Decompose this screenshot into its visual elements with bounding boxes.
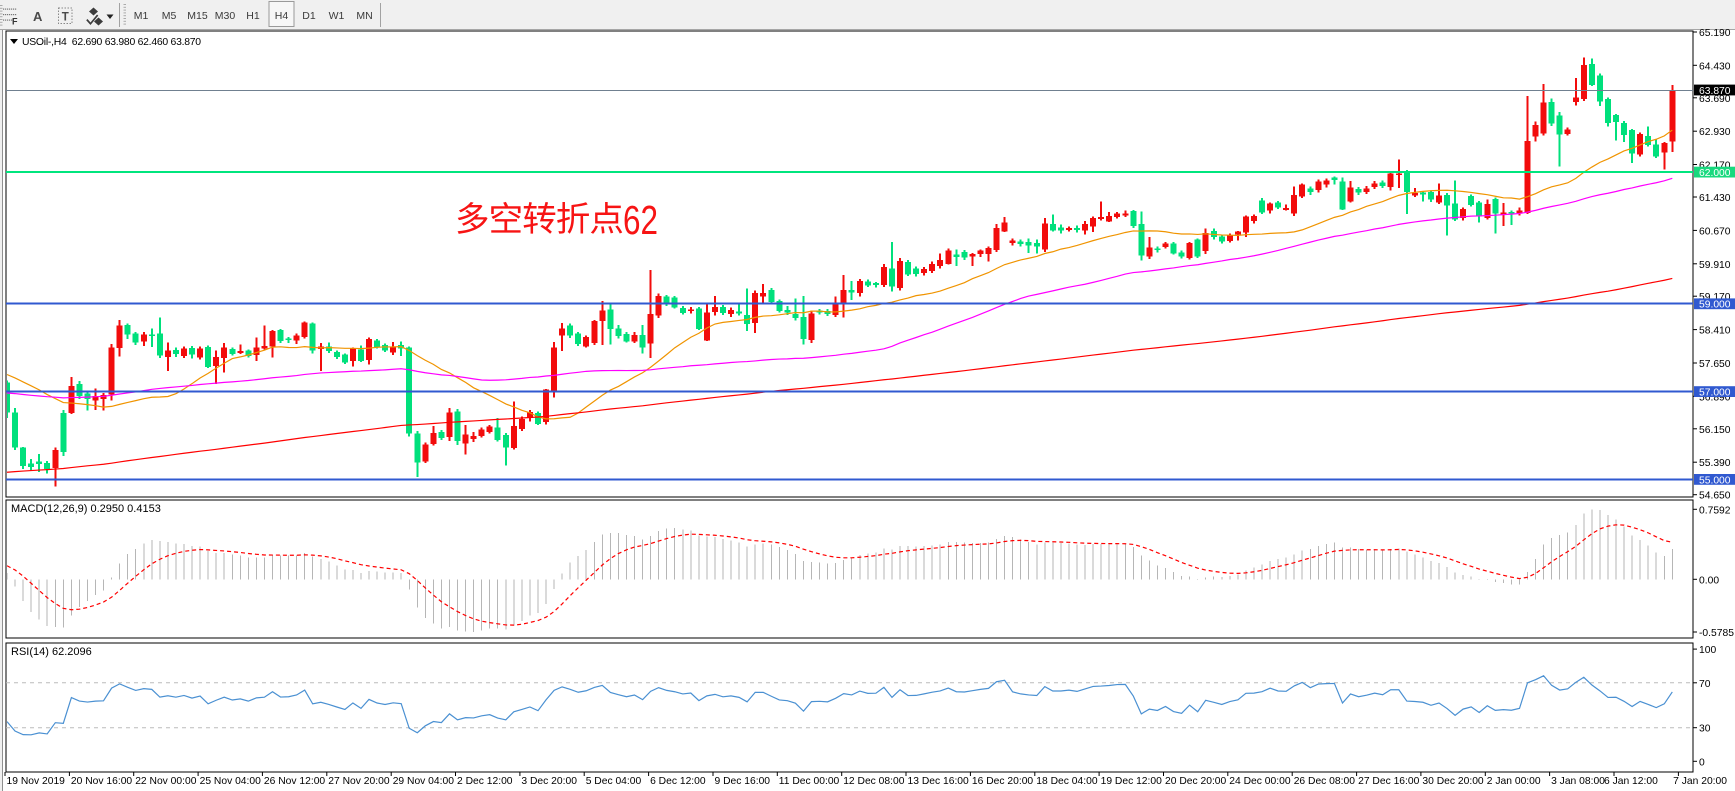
svg-text:54.650: 54.650 [1699,491,1731,502]
svg-text:25 Nov 04:00: 25 Nov 04:00 [200,776,262,787]
svg-text:56.890: 56.890 [1699,392,1731,403]
svg-text:60.670: 60.670 [1699,226,1731,237]
svg-text:6 Dec 12:00: 6 Dec 12:00 [650,776,706,787]
svg-text:20 Dec 20:00: 20 Dec 20:00 [1165,776,1227,787]
svg-text:19 Dec 12:00: 19 Dec 12:00 [1101,776,1163,787]
svg-text:55.390: 55.390 [1699,458,1731,469]
svg-text:24 Dec 00:00: 24 Dec 00:00 [1229,776,1291,787]
svg-text:62.930: 62.930 [1699,127,1731,138]
svg-text:2 Dec 12:00: 2 Dec 12:00 [457,776,513,787]
svg-text:H4: H4 [275,10,289,22]
svg-text:56.150: 56.150 [1699,425,1731,436]
svg-text:F: F [12,17,18,27]
svg-text:70: 70 [1699,679,1711,690]
svg-text:M5: M5 [162,10,177,22]
svg-text:63.870: 63.870 [1699,86,1731,97]
svg-text:5 Dec 04:00: 5 Dec 04:00 [586,776,642,787]
svg-text:57.000: 57.000 [1699,388,1731,399]
svg-text:30: 30 [1699,724,1711,735]
svg-text:19 Nov 2019: 19 Nov 2019 [7,776,66,787]
svg-text:2 Jan 00:00: 2 Jan 00:00 [1487,776,1541,787]
svg-text:3 Dec 20:00: 3 Dec 20:00 [521,776,577,787]
svg-text:W1: W1 [329,10,345,22]
svg-text:13 Dec 16:00: 13 Dec 16:00 [908,776,970,787]
svg-text:7 Jan 20:00: 7 Jan 20:00 [1673,776,1727,787]
svg-text:55.000: 55.000 [1699,475,1731,486]
svg-text:T: T [62,12,69,24]
svg-text:58.410: 58.410 [1699,326,1731,337]
svg-text:9 Dec 16:00: 9 Dec 16:00 [715,776,771,787]
svg-text:6 Jan 12:00: 6 Jan 12:00 [1604,776,1658,787]
svg-text:26 Dec 08:00: 26 Dec 08:00 [1294,776,1356,787]
svg-text:0.7592: 0.7592 [1699,505,1731,516]
svg-text:62.000: 62.000 [1699,168,1731,179]
svg-text:RSI(14) 62.2096: RSI(14) 62.2096 [11,646,92,658]
svg-text:A: A [33,9,43,24]
svg-text:62.170: 62.170 [1699,161,1731,172]
svg-text:MN: MN [356,10,372,22]
svg-text:59.170: 59.170 [1699,292,1731,303]
svg-text:MACD(12,26,9) 0.2950 0.4153: MACD(12,26,9) 0.2950 0.4153 [11,503,161,515]
svg-text:57.650: 57.650 [1699,359,1731,370]
svg-text:12 Dec 08:00: 12 Dec 08:00 [843,776,905,787]
svg-text:65.190: 65.190 [1699,28,1731,39]
svg-text:59.000: 59.000 [1699,300,1731,311]
svg-text:11 Dec 00:00: 11 Dec 00:00 [779,776,840,787]
svg-text:USOil-,H4 62.690 63.980 62.46: USOil-,H4 62.690 63.980 62.460 63.870 [22,37,201,48]
svg-text:30 Dec 20:00: 30 Dec 20:00 [1422,776,1484,787]
svg-text:59.910: 59.910 [1699,260,1731,271]
svg-text:D1: D1 [302,10,316,22]
svg-text:M15: M15 [187,10,208,22]
svg-text:62: 62 [623,197,658,243]
svg-text:0: 0 [1699,757,1705,768]
svg-text:64.430: 64.430 [1699,61,1731,72]
svg-text:26 Nov 12:00: 26 Nov 12:00 [264,776,326,787]
svg-text:20 Nov 16:00: 20 Nov 16:00 [71,776,133,787]
svg-text:27 Nov 20:00: 27 Nov 20:00 [328,776,390,787]
svg-text:27 Dec 16:00: 27 Dec 16:00 [1358,776,1420,787]
svg-text:16 Dec 20:00: 16 Dec 20:00 [972,776,1034,787]
svg-text:100: 100 [1699,645,1716,656]
svg-text:3 Jan 08:00: 3 Jan 08:00 [1551,776,1605,787]
svg-text:22 Nov 00:00: 22 Nov 00:00 [135,776,197,787]
svg-text:61.430: 61.430 [1699,193,1731,204]
svg-text:M30: M30 [215,10,236,22]
svg-text:29 Nov 04:00: 29 Nov 04:00 [393,776,455,787]
svg-text:18 Dec 04:00: 18 Dec 04:00 [1036,776,1098,787]
svg-text:0.00: 0.00 [1699,575,1719,586]
svg-text:H1: H1 [246,10,260,22]
svg-text:63.690: 63.690 [1699,94,1731,105]
svg-text:-0.5785: -0.5785 [1699,628,1734,639]
svg-text:M1: M1 [134,10,149,22]
